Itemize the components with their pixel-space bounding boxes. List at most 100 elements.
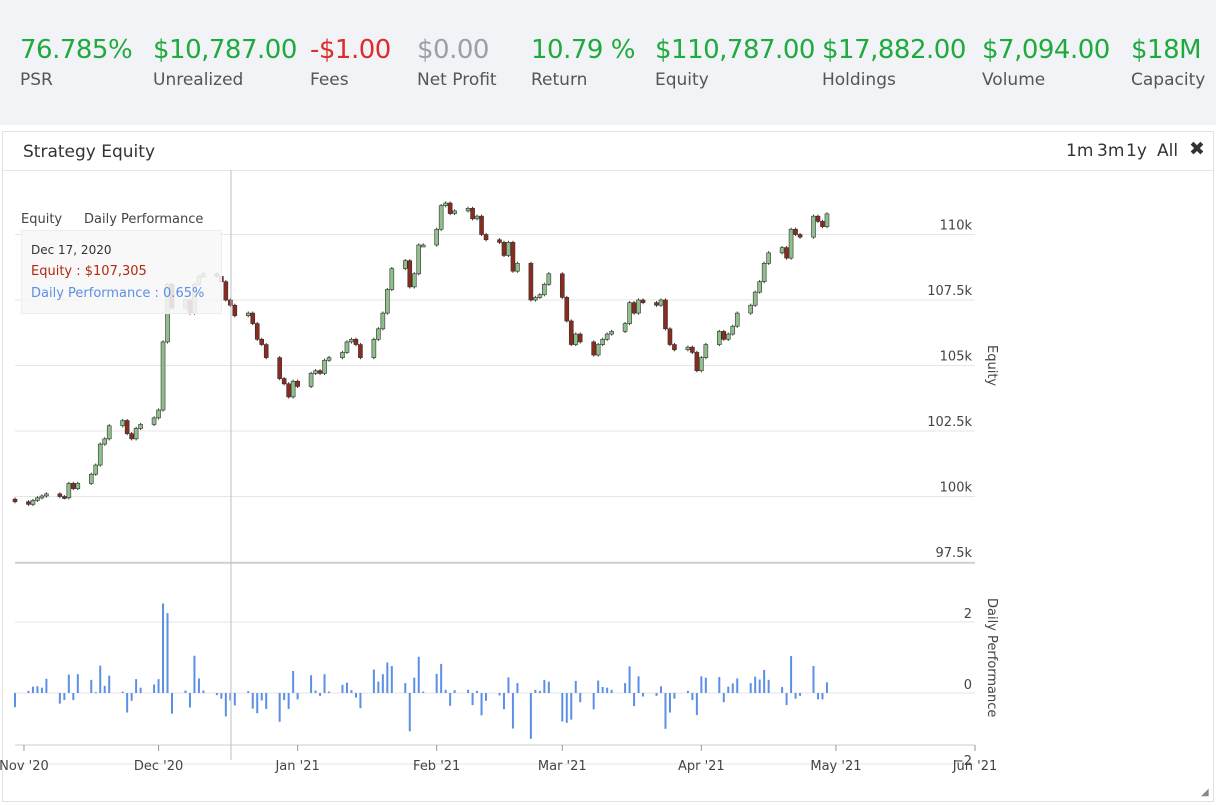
daily-bar <box>529 693 532 739</box>
daily-bar <box>166 613 169 693</box>
daily-bar <box>260 693 263 701</box>
daily-bar <box>816 693 819 700</box>
daily-axis-title: Daily Performance <box>984 598 999 717</box>
equity-candle <box>88 473 94 484</box>
daily-bar <box>691 693 694 701</box>
legend-equity[interactable]: Equity <box>21 212 63 227</box>
daily-bar <box>390 666 393 693</box>
daily-bar <box>507 677 510 693</box>
equity-candle <box>277 357 282 379</box>
daily-bar <box>372 669 375 693</box>
range-3m-button[interactable]: 3m <box>1097 141 1125 161</box>
stat-capacity: $18M Capacity <box>1131 30 1205 90</box>
daily-bar <box>197 678 200 693</box>
daily-bar <box>278 693 281 722</box>
equity-candle <box>371 338 377 358</box>
panel-header: Strategy Equity 1m 3m 1y All ✖ <box>3 132 1213 171</box>
daily-bar <box>763 669 766 693</box>
daily-tick-label: 2 <box>964 607 972 622</box>
daily-bar <box>606 687 609 693</box>
equity-candle <box>757 281 762 293</box>
daily-bar <box>188 693 191 708</box>
equity-candle <box>75 483 81 489</box>
daily-bar <box>812 666 815 693</box>
equity-candle <box>245 312 251 317</box>
equity-candle <box>120 420 125 427</box>
stat-value: $110,787.00 <box>655 35 815 65</box>
equity-candle <box>600 338 605 345</box>
legend-daily-performance[interactable]: Daily Performance <box>84 212 204 227</box>
daily-bar <box>283 693 286 701</box>
daily-bar <box>377 681 380 693</box>
stat-value: 76.785% <box>20 35 133 65</box>
daily-bar <box>664 693 667 729</box>
equity-candle <box>528 263 534 301</box>
equity-candle <box>259 338 265 345</box>
equity-candle <box>470 208 475 220</box>
equity-candle <box>734 312 740 327</box>
equity-candle <box>443 202 448 206</box>
equity-candle <box>497 239 502 243</box>
equity-candle <box>766 252 771 264</box>
stat-label: Unrealized <box>153 70 244 90</box>
equity-candle <box>124 420 130 434</box>
equity-candle <box>349 338 354 343</box>
daily-bar <box>700 676 703 693</box>
x-tick-label: Mar '21 <box>538 759 587 774</box>
equity-candle <box>716 331 722 345</box>
equity-candle <box>479 215 484 235</box>
daily-bar <box>471 693 474 706</box>
daily-bar <box>422 691 425 693</box>
daily-bar <box>233 693 236 706</box>
equity-candle <box>138 424 143 429</box>
stat-value: -$1.00 <box>310 35 391 65</box>
equity-candle <box>326 357 332 361</box>
daily-bar <box>686 690 689 693</box>
equity-candle <box>416 244 422 275</box>
daily-bar <box>256 693 259 714</box>
range-all-button[interactable]: All <box>1157 141 1179 161</box>
equity-candle <box>358 344 363 358</box>
equity-candle <box>793 228 798 235</box>
daily-bar <box>58 693 61 704</box>
equity-candle <box>797 234 803 238</box>
equity-candle <box>690 346 695 353</box>
daily-bar <box>637 676 640 693</box>
equity-candle <box>533 297 538 301</box>
range-1m-button[interactable]: 1m <box>1066 141 1094 161</box>
daily-bar <box>220 693 223 699</box>
daily-bar <box>502 693 505 710</box>
daily-bar <box>592 693 595 710</box>
stat-label: Fees <box>310 70 349 90</box>
daily-bar <box>485 693 488 701</box>
daily-bar <box>704 677 707 693</box>
equity-candle <box>97 443 103 466</box>
daily-bar <box>781 686 784 693</box>
resize-handle-icon[interactable]: ◢ <box>1201 787 1209 798</box>
stat-label: Volume <box>982 70 1046 90</box>
daily-bar <box>467 689 470 693</box>
stat-volume: $7,094.00 Volume <box>982 30 1110 90</box>
equity-candle <box>537 294 543 298</box>
equity-candle <box>559 273 565 298</box>
equity-candle <box>71 483 76 489</box>
equity-candle <box>577 333 583 343</box>
equity-candle <box>667 328 673 345</box>
daily-bar <box>722 693 725 703</box>
equity-candle <box>761 263 767 282</box>
daily-bar <box>610 689 613 693</box>
stat-label: Capacity <box>1131 70 1206 90</box>
equity-candle <box>57 493 63 497</box>
daily-bar <box>319 693 322 696</box>
daily-bar <box>511 693 514 729</box>
daily-bar <box>359 693 362 709</box>
equity-candle <box>483 234 489 241</box>
close-icon[interactable]: ✖ <box>1189 138 1205 160</box>
equity-candle <box>542 283 547 296</box>
daily-bar <box>695 693 698 716</box>
daily-bar <box>31 686 34 693</box>
range-1y-button[interactable]: 1y <box>1126 141 1147 161</box>
daily-bar <box>251 693 254 709</box>
daily-bar <box>193 655 196 693</box>
